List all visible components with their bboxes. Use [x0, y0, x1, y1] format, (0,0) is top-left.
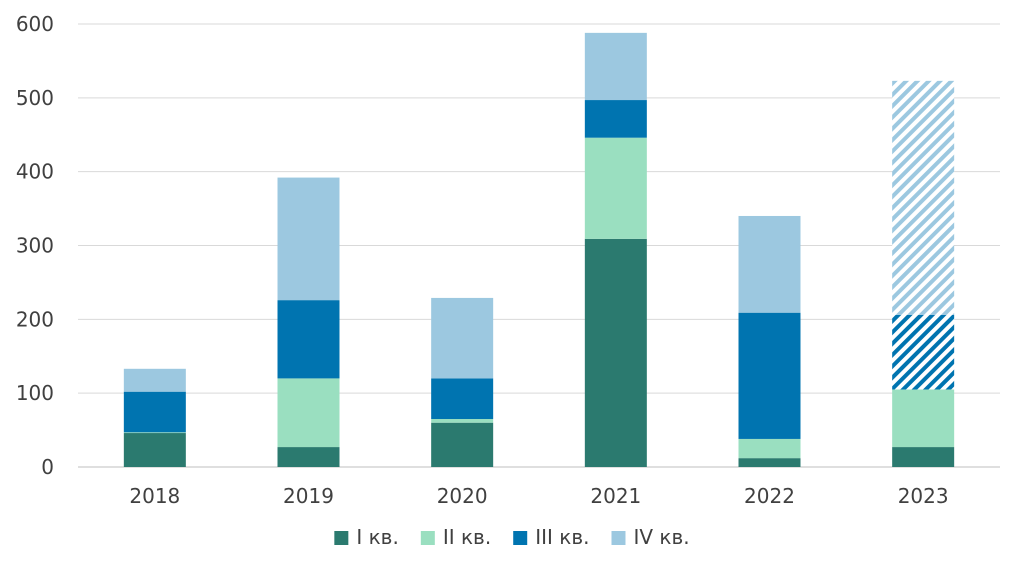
y-tick-label-0: 0 — [41, 455, 54, 479]
bar-2022-series-4 — [738, 215, 801, 313]
legend-label-3: III кв. — [535, 525, 589, 549]
x-tick-label-2018: 2018 — [129, 484, 180, 508]
bar-2019-series-1 — [277, 447, 340, 467]
x-tick-label-2022: 2022 — [744, 484, 795, 508]
x-tick-label-2020: 2020 — [437, 484, 488, 508]
bar-2021-series-1 — [584, 238, 647, 467]
y-tick-label-200: 200 — [16, 307, 54, 331]
bar-2023-series-1 — [892, 447, 955, 467]
bar-2022-series-3 — [738, 312, 801, 439]
bar-2021-series-3 — [584, 100, 647, 138]
bar-2020-series-1 — [431, 422, 494, 467]
bar-2019-series-3 — [277, 300, 340, 379]
legend-swatch-1 — [334, 531, 349, 545]
bar-2023-series-2 — [892, 389, 955, 448]
bar-2019-series-2 — [277, 378, 340, 448]
bar-2018-series-4 — [123, 368, 186, 392]
y-axis-ticks: 0 100 200 300 400 500 600 — [16, 12, 54, 479]
y-tick-label-100: 100 — [16, 381, 54, 405]
bar-2020-series-4 — [431, 297, 494, 379]
bar-2023-series-3 — [892, 314, 955, 390]
bar-2021-series-4 — [584, 32, 647, 101]
bar-2020-series-3 — [431, 378, 494, 420]
y-tick-label-300: 300 — [16, 234, 54, 258]
y-tick-label-500: 500 — [16, 86, 54, 110]
x-axis-ticks: 2018 2019 2020 2021 2022 2023 — [129, 484, 948, 508]
y-tick-label-600: 600 — [16, 12, 54, 36]
bar-2022-series-2 — [738, 438, 801, 459]
legend-swatch-2 — [420, 531, 435, 545]
bars — [123, 32, 955, 467]
bar-2019-series-4 — [277, 177, 340, 301]
y-tick-label-400: 400 — [16, 160, 54, 184]
x-tick-label-2021: 2021 — [590, 484, 641, 508]
bar-2018-series-1 — [123, 433, 186, 467]
x-tick-label-2023: 2023 — [898, 484, 949, 508]
bar-2022-series-1 — [738, 458, 801, 467]
bar-2020-series-2 — [431, 419, 494, 423]
x-tick-label-2019: 2019 — [283, 484, 334, 508]
legend-swatch-3 — [513, 531, 528, 545]
bar-2018-series-2 — [123, 432, 186, 434]
legend-label-1: I кв. — [356, 525, 398, 549]
legend-swatch-4 — [611, 531, 626, 545]
legend-label-2: II кв. — [443, 525, 491, 549]
bar-2018-series-3 — [123, 391, 186, 433]
bar-2023-series-4 — [892, 80, 955, 315]
legend: I кв. II кв. III кв. IV кв. — [334, 525, 690, 549]
gridlines — [78, 23, 1000, 468]
legend-label-4: IV кв. — [633, 525, 689, 549]
bar-2021-series-2 — [584, 137, 647, 239]
